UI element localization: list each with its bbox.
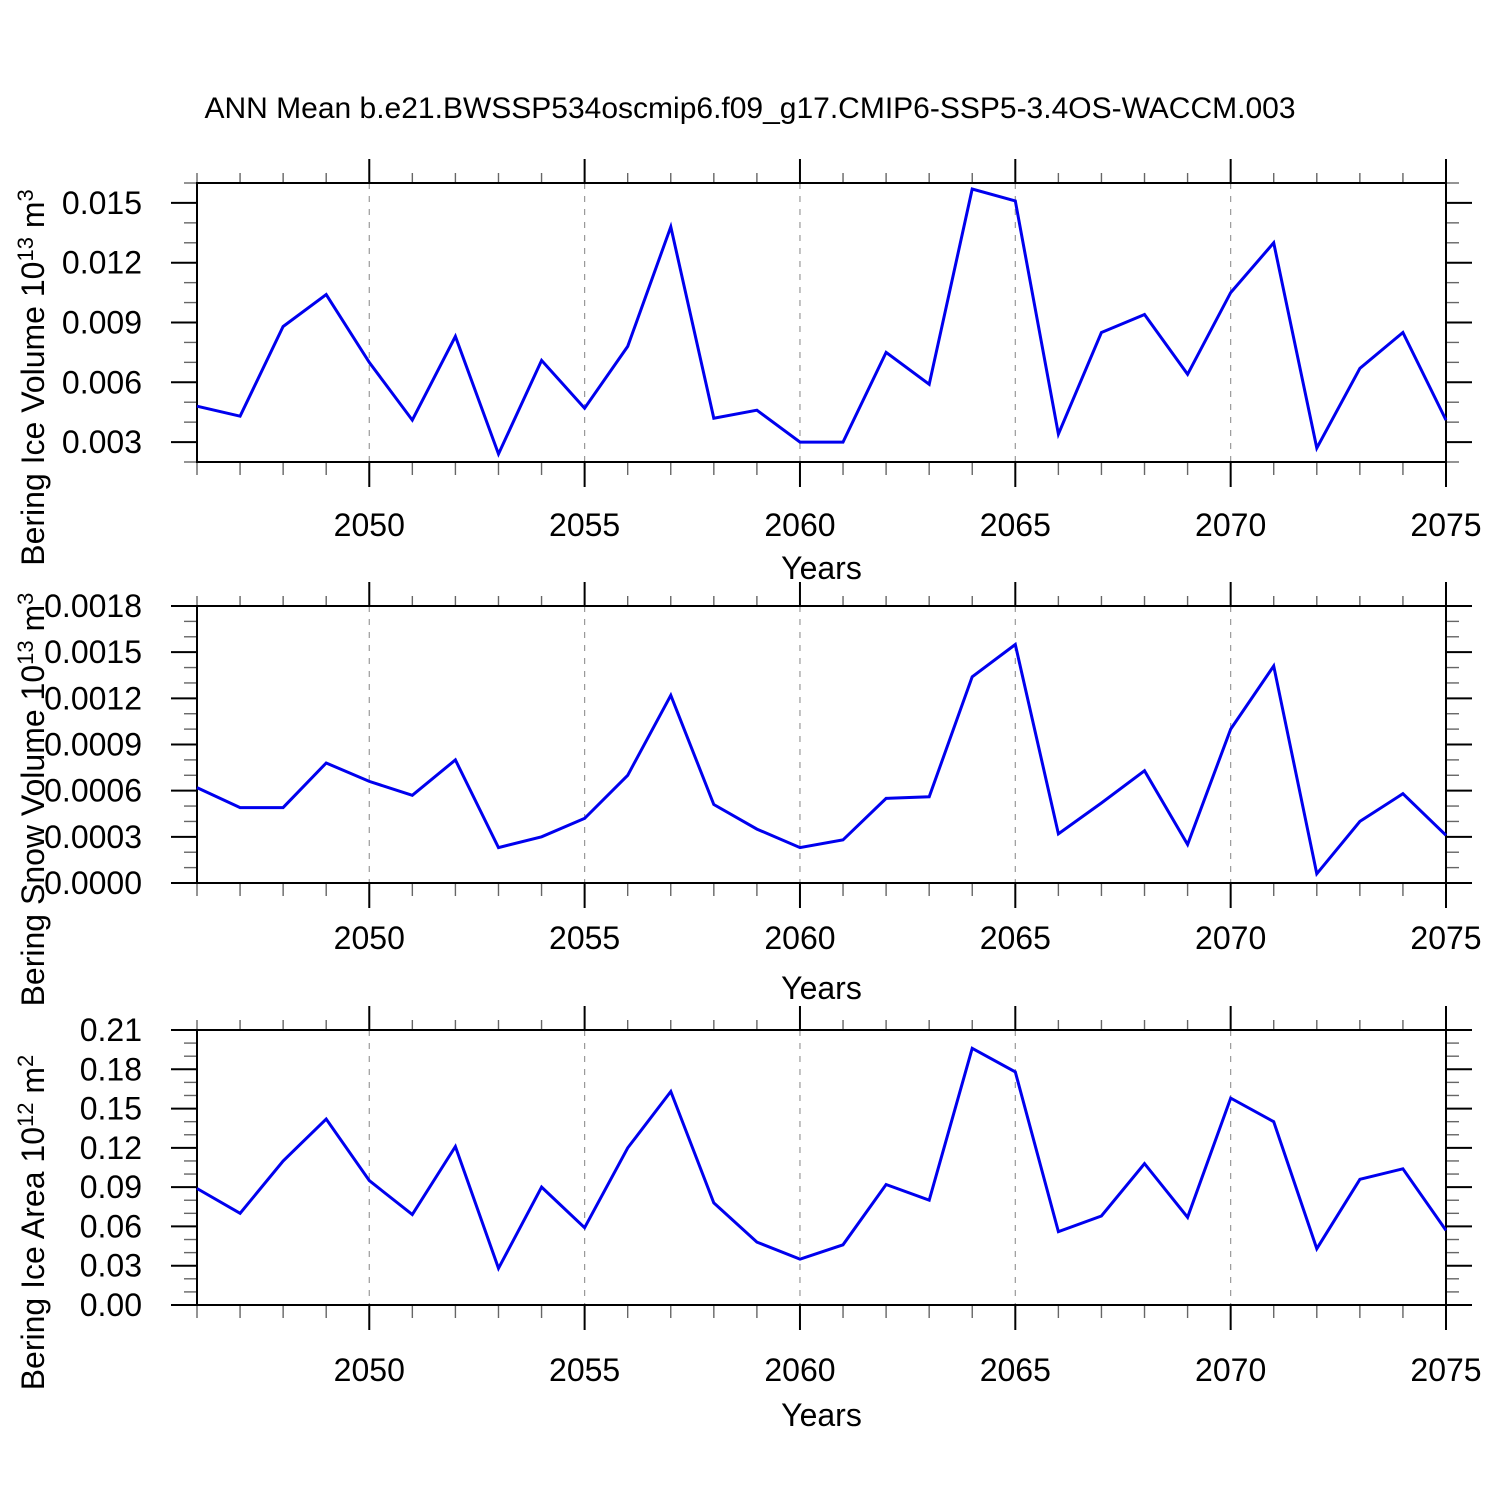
y-tick-label: 0.03 [80,1248,142,1284]
gridlines [368,606,1232,883]
y-tick-label: 0.009 [62,305,142,341]
y-ticks [171,182,1472,463]
plot-frame [196,182,1447,463]
x-tick-label: 2065 [980,920,1051,956]
y-tick-label: 0.006 [62,364,142,400]
x-tick-label: 2065 [980,1352,1051,1388]
x-tick-label: 2065 [980,507,1051,543]
y-tick-label: 0.00 [80,1287,142,1323]
panel-bering-snow-volume: 0.0000 0.0003 0.0006 0.0009 0.0012 0.0015 0.00… [13,582,1482,1006]
x-tick-label: 2055 [549,920,620,956]
y-tick-label: 0.0018 [44,588,142,624]
x-ticks [196,1006,1447,1330]
gridlines [368,1030,1232,1305]
y-ticks [171,1029,1472,1306]
x-tick-label: 2050 [334,507,405,543]
x-tick-label: 2060 [764,1352,835,1388]
x-tick-label: 2060 [764,920,835,956]
x-tick-labels: 2050 2055 2060 2065 2070 2075 [334,920,1482,956]
x-tick-label: 2075 [1410,920,1481,956]
data-line-bering-ice-volume [196,187,1448,458]
x-axis-title: Years [781,970,862,1006]
y-axis-title: Bering Snow Volume 1013 m3 [13,593,51,1007]
plot-frame [196,605,1447,884]
y-tick-label: 0.21 [80,1012,142,1048]
chart-title: ANN Mean b.e21.BWSSP534oscmip6.f09_g17.C… [204,92,1295,125]
y-tick-label: 0.0000 [44,865,142,901]
x-tick-label: 2055 [549,1352,620,1388]
y-axis-title: Bering Ice Volume 1013 m3 [13,189,51,565]
x-axis-title: Years [781,1397,862,1433]
y-tick-label: 0.09 [80,1169,142,1205]
y-tick-label: 0.0015 [44,634,142,670]
x-tick-label: 2050 [334,1352,405,1388]
x-ticks [196,159,1447,487]
y-tick-label: 0.012 [62,245,142,281]
x-tick-label: 2075 [1410,1352,1481,1388]
x-tick-label: 2075 [1410,507,1481,543]
y-tick-label: 0.0006 [44,773,142,809]
y-tick-label: 0.0003 [44,819,142,855]
x-tick-label: 2070 [1195,1352,1266,1388]
y-tick-label: 0.06 [80,1208,142,1244]
y-tick-label: 0.18 [80,1051,142,1087]
x-tick-label: 2060 [764,507,835,543]
y-tick-label: 0.015 [62,185,142,221]
x-tick-label: 2050 [334,920,405,956]
x-tick-label: 2070 [1195,920,1266,956]
x-tick-label: 2055 [549,507,620,543]
y-axis-title: Bering Ice Area 1012 m2 [13,1055,51,1391]
y-tick-label: 0.15 [80,1091,142,1127]
data-line-bering-snow-volume [196,641,1448,878]
gridlines [368,183,1232,462]
x-tick-labels: 2050 2055 2060 2065 2070 2075 [334,507,1482,543]
plot-frame [196,1029,1447,1306]
y-tick-label: 0.12 [80,1130,142,1166]
y-tick-label: 0.0012 [44,680,142,716]
y-tick-labels: 0.003 0.006 0.009 0.012 0.015 [62,185,142,460]
x-ticks [196,582,1447,908]
x-axis-title: Years [781,550,862,586]
panel-bering-ice-area: 0.000.03 0.060.090.120.15 0.180.21 2050 2055… [13,1006,1482,1433]
y-tick-label: 0.0009 [44,727,142,763]
x-tick-label: 2070 [1195,507,1266,543]
data-line-bering-ice-area [196,1046,1448,1273]
y-tick-label: 0.003 [62,424,142,460]
chart-panels: 0.003 0.006 0.009 0.012 0.015 2050 2055 2060 206… [13,159,1482,1433]
panel-bering-ice-volume: 0.003 0.006 0.009 0.012 0.015 2050 2055 2060 206… [13,159,1482,586]
y-ticks [171,605,1472,884]
y-tick-labels: 0.000.03 0.060.090.120.15 0.180.21 [80,1012,142,1323]
y-tick-labels: 0.0000 0.0003 0.0006 0.0009 0.0012 0.0015 0.00… [44,588,142,901]
x-tick-labels: 2050 2055 2060 2065 2070 2075 [334,1352,1482,1388]
